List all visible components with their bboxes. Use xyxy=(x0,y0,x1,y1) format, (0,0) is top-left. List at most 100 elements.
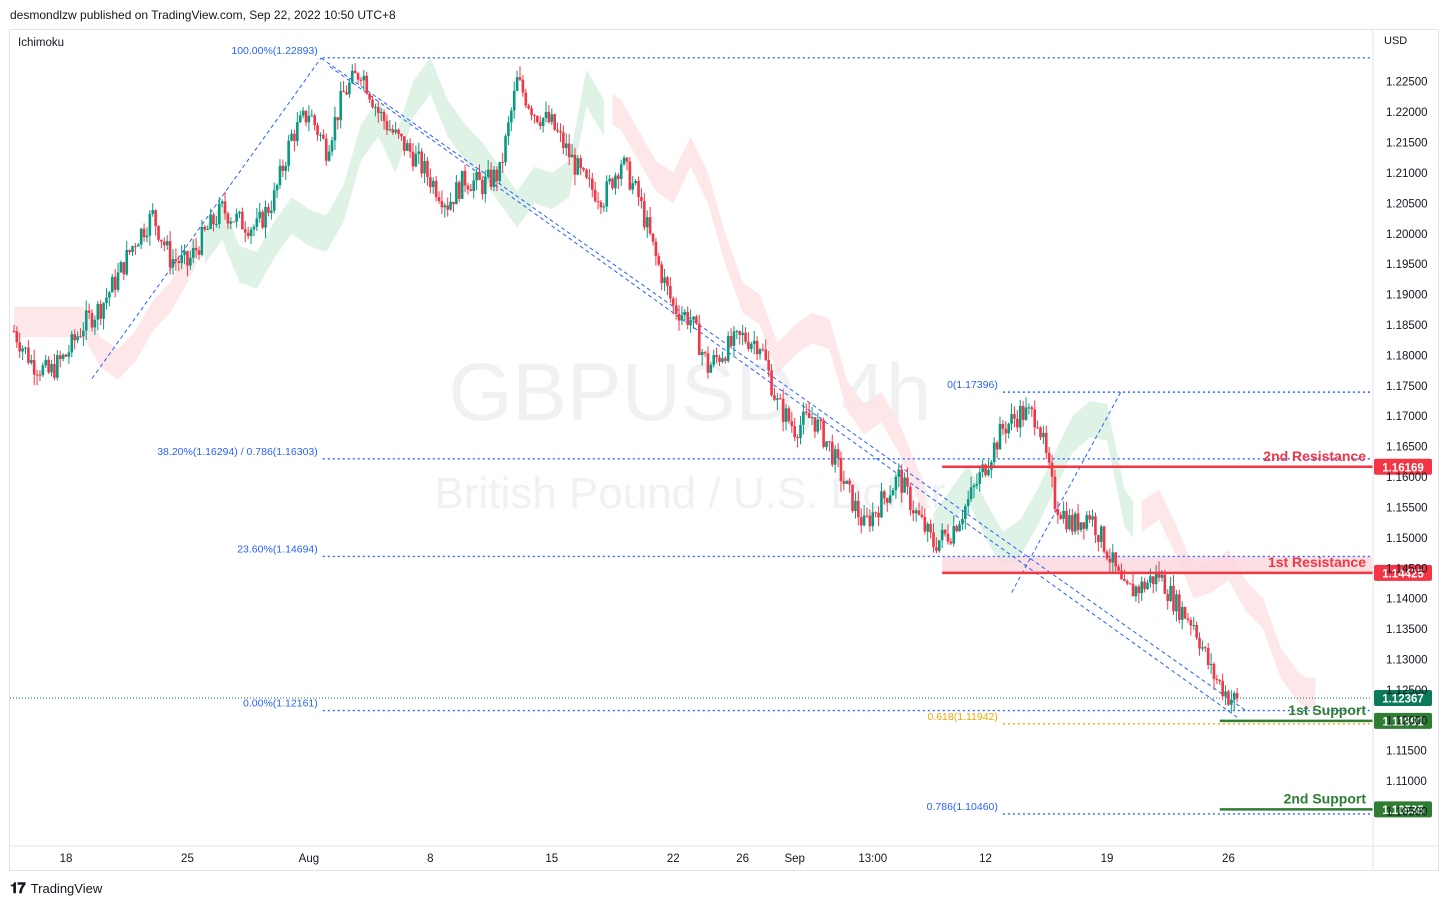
candle-body-188 xyxy=(556,129,559,132)
candle-body-381 xyxy=(1114,552,1117,567)
candle-body-326 xyxy=(955,526,958,532)
candle-body-290 xyxy=(851,484,854,511)
y-tick-20: 1.12500 xyxy=(1386,685,1428,697)
candle-body-245 xyxy=(721,358,724,362)
candle-body-344 xyxy=(1007,423,1010,434)
x-tick-0: 18 xyxy=(60,853,73,865)
candle-body-327 xyxy=(958,524,961,532)
candle-body-119 xyxy=(356,73,360,80)
candle-body-132 xyxy=(394,129,397,133)
candle-body-379 xyxy=(1108,558,1112,563)
candle-body-421 xyxy=(1230,699,1233,705)
candle-body-84 xyxy=(255,218,259,227)
candle-body-360 xyxy=(1053,476,1057,509)
candle-body-233 xyxy=(686,311,690,325)
candle-body-77 xyxy=(235,213,238,222)
candle-body-212 xyxy=(625,157,629,162)
y-tick-11: 1.17000 xyxy=(1386,411,1428,423)
candle-body-12 xyxy=(47,359,50,373)
candle-body-118 xyxy=(353,70,357,74)
candle-body-62 xyxy=(191,247,195,258)
candle-body-232 xyxy=(683,311,687,316)
candle-body-165 xyxy=(489,169,493,187)
candle-body-160 xyxy=(475,172,478,181)
candle-body-236 xyxy=(695,316,698,324)
candle-body-284 xyxy=(833,449,837,465)
fib-label-6: 0.786(1.10460) xyxy=(927,801,998,813)
candle-body-396 xyxy=(1157,571,1161,578)
candle-body-354 xyxy=(1036,427,1039,429)
candle-body-402 xyxy=(1175,594,1178,612)
candle-body-190 xyxy=(562,132,565,149)
candle-body-388 xyxy=(1134,586,1138,597)
candle-body-341 xyxy=(998,423,1002,450)
candle-body-281 xyxy=(825,441,828,447)
chart-frame[interactable] xyxy=(9,29,1439,871)
candle-body-130 xyxy=(388,129,392,131)
candle-body-16 xyxy=(58,355,62,359)
y-tick-21: 1.12000 xyxy=(1386,715,1428,727)
candle-body-125 xyxy=(374,107,377,109)
candle-body-300 xyxy=(880,491,883,518)
candle-body-293 xyxy=(859,517,863,526)
candle-body-1 xyxy=(15,331,19,343)
candle-body-385 xyxy=(1125,581,1129,584)
candle-body-117 xyxy=(350,70,354,83)
candle-body-333 xyxy=(975,483,979,486)
candle-body-134 xyxy=(400,133,403,137)
candle-body-395 xyxy=(1154,571,1158,585)
candle-body-244 xyxy=(718,357,721,362)
candle-body-112 xyxy=(336,117,340,121)
candle-body-374 xyxy=(1094,516,1097,536)
candle-body-272 xyxy=(799,424,802,439)
level-price-2: 1.11991 xyxy=(1383,716,1425,728)
candle-body-27 xyxy=(90,312,94,328)
x-tick-10: 19 xyxy=(1101,853,1114,865)
candle-body-271 xyxy=(796,437,799,439)
candle-body-183 xyxy=(541,117,545,127)
candle-body-11 xyxy=(44,359,48,366)
candle-body-116 xyxy=(348,82,351,95)
cloud-segment-3 xyxy=(933,401,1133,569)
candle-body-264 xyxy=(776,398,779,400)
currency-label: USD xyxy=(1384,35,1407,47)
candle-body-270 xyxy=(793,426,796,438)
candle-body-206 xyxy=(608,178,611,182)
x-tick-8: 13:00 xyxy=(858,853,887,865)
y-tick-22: 1.11500 xyxy=(1386,746,1427,758)
fib-label-5: 0.618(1.11942) xyxy=(927,711,997,723)
candle-body-49 xyxy=(154,210,157,227)
level-tag-0 xyxy=(1374,458,1432,475)
candle-body-58 xyxy=(180,255,183,264)
candle-body-135 xyxy=(403,136,406,151)
candle-body-325 xyxy=(952,526,956,544)
candle-body-409 xyxy=(1195,625,1198,638)
candle-body-359 xyxy=(1050,462,1054,477)
y-tick-15: 1.15000 xyxy=(1386,533,1428,545)
cloud-segment-0 xyxy=(13,233,197,380)
candle-body-352 xyxy=(1030,407,1034,410)
candle-body-33 xyxy=(108,292,111,298)
candle-body-65 xyxy=(200,226,204,255)
candle-body-138 xyxy=(411,151,415,167)
candle-body-322 xyxy=(943,529,947,534)
candle-body-391 xyxy=(1143,581,1146,590)
candle-body-129 xyxy=(385,121,389,131)
candle-body-64 xyxy=(197,250,201,255)
candle-body-110 xyxy=(330,140,334,152)
y-tick-8: 1.18500 xyxy=(1386,320,1428,332)
candle-body-194 xyxy=(573,154,577,175)
candle-body-34 xyxy=(110,276,114,293)
candle-body-15 xyxy=(56,355,59,378)
candle-body-155 xyxy=(460,170,464,199)
candle-body-346 xyxy=(1013,414,1016,419)
candle-body-167 xyxy=(495,169,499,182)
candle-body-195 xyxy=(576,158,580,175)
candle-body-196 xyxy=(579,158,583,169)
resistance-zone-box xyxy=(942,556,1372,573)
candle-body-342 xyxy=(1001,423,1005,429)
candle-body-88 xyxy=(267,207,270,213)
candle-body-351 xyxy=(1027,407,1031,409)
last-price-tag xyxy=(1374,689,1432,706)
